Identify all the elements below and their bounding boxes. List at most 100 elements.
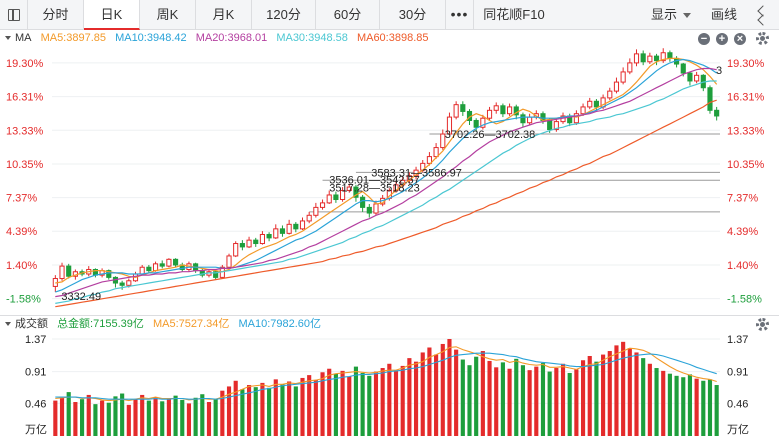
- volume-bar: [607, 351, 612, 436]
- volume-bar: [246, 385, 252, 436]
- volume-bar: [173, 395, 178, 436]
- volume-bar: [380, 368, 385, 436]
- y-axis-label-left: 16.31%: [6, 92, 44, 104]
- collapse-caret-icon[interactable]: [5, 36, 11, 41]
- candle-up: [313, 206, 319, 216]
- volume-bar: [367, 375, 372, 436]
- volume-bar: [587, 355, 592, 436]
- gap-annotation: 3517.28—3518.23: [329, 183, 420, 195]
- settings-gear-icon[interactable]: [756, 32, 769, 45]
- volume-bar: [260, 382, 265, 436]
- volume-bar: [373, 371, 379, 436]
- volume-bar: [200, 394, 205, 436]
- close-indicator-icon[interactable]: ×: [734, 33, 746, 45]
- tab-intraday[interactable]: 分时: [28, 0, 84, 30]
- zoom-out-icon[interactable]: −: [698, 33, 710, 45]
- volume-bar: [667, 373, 672, 436]
- vol-axis-label-right: 0.91: [727, 367, 748, 379]
- y-axis-label-right: -1.58%: [727, 294, 762, 306]
- volume-bar: [393, 370, 399, 436]
- y-axis-label-right: 13.33%: [727, 125, 765, 137]
- candle-up: [273, 228, 279, 239]
- volume-bar: [494, 367, 499, 436]
- y-axis-label-right: 7.37%: [727, 193, 758, 205]
- volume-bar: [53, 400, 58, 436]
- volume-chart[interactable]: 1.37 1.37 0.91 0.91 0.46 0.46 万亿 万亿: [0, 333, 779, 438]
- candle-up: [446, 116, 453, 135]
- volume-bar: [113, 396, 118, 436]
- volume-bar: [500, 362, 505, 436]
- candle-down: [520, 114, 526, 124]
- volume-bar: [327, 368, 332, 436]
- y-axis-label-left: -1.58%: [6, 294, 41, 306]
- volume-bar: [554, 368, 559, 436]
- volume-bar: [360, 372, 365, 436]
- volume-bar: [547, 371, 552, 436]
- candle-up: [233, 243, 239, 257]
- tab-daily-k[interactable]: 日K: [84, 0, 140, 30]
- y-axis-label-left: 4.39%: [6, 226, 37, 238]
- volume-bar: [427, 347, 432, 436]
- display-dropdown[interactable]: 显示: [646, 0, 696, 30]
- vol-axis-label-left: 0.46: [25, 398, 46, 410]
- zoom-in-icon[interactable]: +: [716, 33, 728, 45]
- y-axis-label-left: 13.33%: [6, 125, 44, 137]
- candle-down: [333, 194, 339, 200]
- volume-bar: [694, 378, 699, 436]
- volume-bar: [621, 341, 626, 436]
- candle-up: [152, 263, 159, 272]
- chevron-down-icon: [683, 13, 691, 19]
- volume-bar: [273, 379, 278, 436]
- price-chart[interactable]: 19.30% 19.30% 16.31% 16.31% 13.33% 13.33% 10.3…: [0, 47, 779, 315]
- tab-monthly-k[interactable]: 月K: [196, 0, 252, 30]
- volume-bar: [534, 366, 539, 436]
- collapse-up-icon[interactable]: [752, 0, 778, 30]
- candle-down: [159, 263, 165, 267]
- vol-unit-label-left: 万亿: [25, 423, 47, 436]
- volume-bar: [601, 354, 606, 436]
- volume-bar: [434, 354, 439, 436]
- candle-up: [480, 117, 486, 128]
- volume-bar: [126, 404, 131, 436]
- candle-down: [460, 104, 466, 112]
- vol-unit-label-right: 万亿: [727, 423, 749, 436]
- ma-title[interactable]: MA: [15, 32, 32, 44]
- volume-bar: [474, 356, 479, 436]
- volume-bar: [507, 368, 512, 436]
- volume-bar: [193, 397, 198, 436]
- volume-bar: [307, 375, 312, 436]
- volume-bar: [420, 352, 425, 436]
- volume-bar: [567, 372, 572, 436]
- candle-up: [453, 104, 459, 118]
- tab-60min[interactable]: 60分: [316, 0, 380, 30]
- candle-up: [587, 100, 593, 108]
- volume-bar: [647, 363, 652, 436]
- candle-down: [266, 233, 272, 239]
- candle-up: [226, 255, 232, 268]
- volume-bar: [454, 349, 459, 436]
- f10-button[interactable]: 同花顺F10: [483, 7, 545, 22]
- more-periods-icon[interactable]: •••: [446, 0, 474, 30]
- sidebar-toggle-icon[interactable]: [0, 0, 28, 30]
- y-axis-label-right: 16.31%: [727, 92, 765, 104]
- tab-weekly-k[interactable]: 周K: [140, 0, 196, 30]
- tab-30min[interactable]: 30分: [380, 0, 446, 30]
- tab-120min[interactable]: 120分: [252, 0, 316, 30]
- candle-down: [667, 52, 673, 59]
- volume-bar: [280, 384, 285, 436]
- volume-bar: [540, 363, 546, 436]
- ma-line-ma10: [55, 58, 718, 293]
- draw-line-button[interactable]: 画线: [710, 7, 737, 22]
- volume-bar: [707, 379, 713, 436]
- settings-gear-icon[interactable]: [756, 318, 769, 331]
- candle-up: [326, 194, 332, 204]
- volume-bar: [226, 386, 232, 436]
- candle-up: [647, 55, 653, 63]
- volume-title[interactable]: 成交额: [15, 318, 48, 330]
- candle-up: [507, 106, 513, 115]
- volume-ma10: MA10:7982.60亿: [238, 318, 322, 330]
- volume-bar: [213, 399, 218, 436]
- candle-up: [607, 90, 613, 99]
- volume-bar: [233, 380, 238, 436]
- collapse-caret-icon[interactable]: [5, 322, 11, 327]
